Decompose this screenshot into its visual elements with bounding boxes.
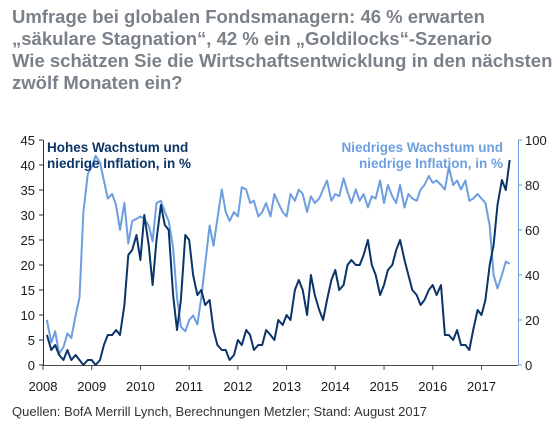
left-tick-label: 10 xyxy=(21,308,35,323)
chart-subtitle-line-2: zwölf Monaten ein? xyxy=(12,72,183,93)
x-tick-label: 2011 xyxy=(175,379,203,394)
x-tick-label: 2012 xyxy=(223,379,252,394)
right-tick-label: 0 xyxy=(525,358,532,373)
annotation-high-growth: Hohes Wachstum und xyxy=(47,140,188,155)
annotation-high-growth: niedrige Inflation, in % xyxy=(47,156,191,171)
x-tick-label: 2016 xyxy=(418,379,447,394)
left-tick-label: 20 xyxy=(21,258,35,273)
chart-title-block: Umfrage bei globalen Fondsmanagern: 46 %… xyxy=(12,6,552,94)
right-tick-label: 20 xyxy=(525,313,539,328)
right-tick-label: 100 xyxy=(525,133,547,148)
chart-title-line-2: „säkulare Stagnation“, 42 % ein „Goldilo… xyxy=(12,28,493,49)
source-note: Quellen: BofA Merrill Lynch, Berechnunge… xyxy=(12,404,428,419)
series-line-high-growth xyxy=(45,159,511,366)
x-tick-label: 2010 xyxy=(126,379,155,394)
x-tick-label: 2013 xyxy=(272,379,301,394)
left-tick-label: 5 xyxy=(28,333,35,348)
x-tick-label: 2017 xyxy=(467,379,496,394)
right-tick-label: 40 xyxy=(525,268,539,283)
left-tick-label: 35 xyxy=(21,183,35,198)
annotation-low-growth: Niedriges Wachstum und xyxy=(341,140,503,155)
right-tick-label: 60 xyxy=(525,223,539,238)
x-tick-label: 2014 xyxy=(321,379,350,394)
left-tick-label: 45 xyxy=(21,133,35,148)
left-tick-label: 40 xyxy=(21,158,35,173)
left-tick-label: 30 xyxy=(21,208,35,223)
chart-title-line-1: Umfrage bei globalen Fondsmanagern: 46 %… xyxy=(12,6,485,27)
chart-series xyxy=(45,154,511,366)
x-tick-label: 2008 xyxy=(29,379,58,394)
chart-subtitle-line-1: Wie schätzen Sie die Wirtschaftsentwickl… xyxy=(12,50,553,71)
x-tick-label: 2009 xyxy=(77,379,106,394)
chart-axes: 2008 2009 2010 2011 2012 2013 2014 2015 2016 2017… xyxy=(21,133,547,394)
annotation-low-growth: niedrige Inflation, in % xyxy=(359,156,503,171)
series-line-low-growth xyxy=(45,154,511,355)
left-tick-label: 15 xyxy=(21,283,35,298)
right-tick-label: 80 xyxy=(525,178,539,193)
left-tick-label: 25 xyxy=(21,233,35,248)
left-tick-label: 0 xyxy=(28,358,35,373)
x-tick-label: 2015 xyxy=(370,379,399,394)
